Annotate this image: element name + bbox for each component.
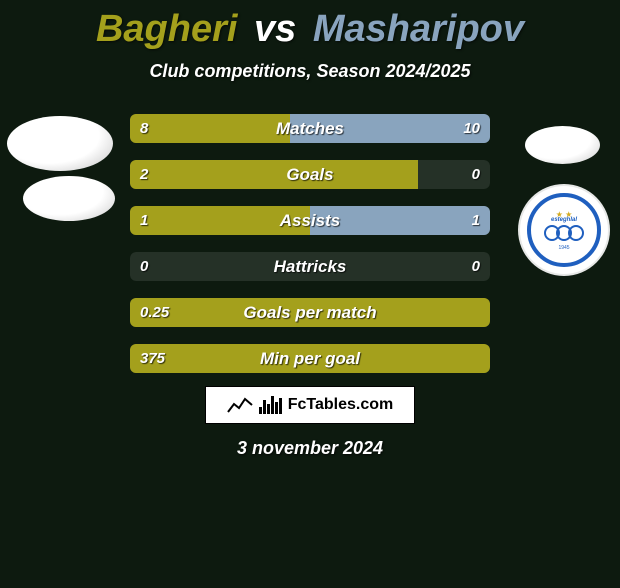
club-logo-right: ★ ★ esteghlal 1945 <box>520 186 608 274</box>
title-player2: Masharipov <box>313 8 524 50</box>
club-logo-name: esteghlal <box>551 217 577 223</box>
avatar-placeholder-left-2 <box>23 176 115 221</box>
page-title: Bagheri vs Masharipov <box>0 8 620 51</box>
stat-row-0: 810Matches <box>130 114 490 143</box>
comparison-bars: 810Matches 20Goals 11Assists 00Hattricks 0.2… <box>130 114 490 373</box>
brand-box: FcTables.com <box>205 386 415 424</box>
stat-right-bar <box>310 206 490 235</box>
stat-row-1: 20Goals <box>130 160 490 189</box>
title-player1: Bagheri <box>96 8 237 50</box>
stat-left-bar <box>130 160 418 189</box>
avatar-placeholder-right <box>525 126 600 164</box>
stat-left-bar <box>130 114 290 143</box>
club-logo-year: 1945 <box>558 245 569 251</box>
club-logo-rings <box>544 225 584 243</box>
stat-right-bar <box>290 114 490 143</box>
stat-left-bar <box>130 344 490 373</box>
brand-bars-icon <box>259 396 282 414</box>
stat-row-4: 0.25Goals per match <box>130 298 490 327</box>
avatar-placeholder-left-1 <box>7 116 113 171</box>
stat-left-bar <box>130 206 310 235</box>
stat-row-3: 00Hattricks <box>130 252 490 281</box>
stat-row-2: 11Assists <box>130 206 490 235</box>
brand-text: FcTables.com <box>288 396 394 414</box>
stat-left-bar <box>130 298 490 327</box>
club-logo-inner: ★ ★ esteghlal 1945 <box>527 193 601 267</box>
date-text: 3 november 2024 <box>0 438 620 459</box>
title-vs: vs <box>254 8 296 50</box>
subtitle: Club competitions, Season 2024/2025 <box>0 61 620 82</box>
stat-row-5: 375Min per goal <box>130 344 490 373</box>
brand-line-icon <box>227 396 253 414</box>
